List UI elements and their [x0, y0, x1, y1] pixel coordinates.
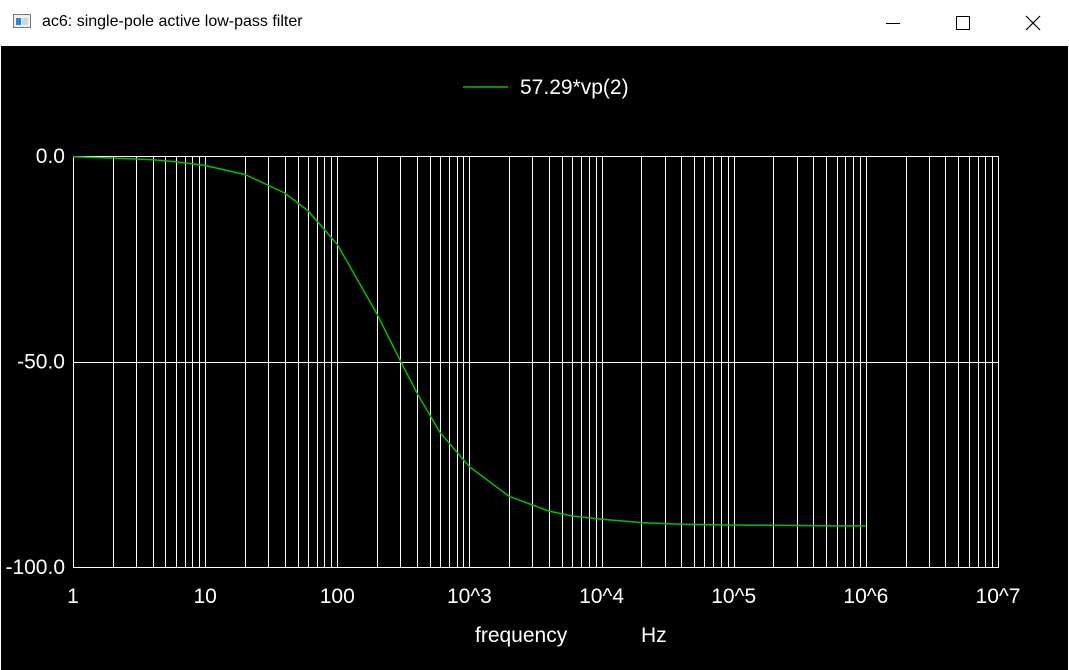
maximize-button[interactable] — [940, 0, 986, 46]
plot-area[interactable]: 1 10 100 10^3 10^4 10^5 10^6 10^7 0.0 -50.0 -100.0… — [1, 46, 1068, 670]
minimize-icon — [886, 23, 900, 24]
y-tick-label: 0.0 — [36, 145, 65, 168]
plot-canvas: 1 10 100 10^3 10^4 10^5 10^6 10^7 0.0 -50.0 -100.0… — [5, 76, 1020, 647]
x-tick-label: 10^4 — [579, 585, 624, 608]
app-icon[interactable] — [13, 14, 31, 28]
series-layer — [72, 156, 866, 527]
minimize-button[interactable] — [870, 0, 916, 46]
maximize-icon — [956, 16, 970, 30]
close-button[interactable] — [1010, 0, 1056, 46]
grid-lines — [73, 156, 998, 567]
plot-border — [73, 156, 999, 568]
tick-labels: 1 10 100 10^3 10^4 10^5 10^6 10^7 0.0 -50.0 -100.0 — [5, 145, 1020, 608]
x-tick-label: 10^5 — [711, 585, 756, 608]
legend: 57.29*vp(2) — [463, 76, 629, 99]
close-icon — [1025, 15, 1041, 31]
plot-frame — [73, 156, 999, 568]
y-tick-label: -50.0 — [17, 351, 65, 374]
legend-label: 57.29*vp(2) — [520, 76, 629, 99]
x-axis-unit: Hz — [641, 624, 667, 647]
x-tick-label: 1 — [67, 585, 79, 608]
x-tick-label: 10^7 — [976, 585, 1021, 608]
x-axis-label: frequency — [475, 624, 568, 647]
x-tick-label: 10^3 — [447, 585, 492, 608]
x-tick-label: 100 — [320, 585, 355, 608]
y-tick-label: -100.0 — [5, 556, 65, 579]
title-bar[interactable]: ac6: single-pole active low-pass filter — [0, 0, 1069, 46]
x-tick-label: 10 — [193, 585, 216, 608]
x-tick-label: 10^6 — [843, 585, 888, 608]
window-title: ac6: single-pole active low-pass filter — [42, 13, 303, 30]
series-line — [72, 156, 866, 527]
